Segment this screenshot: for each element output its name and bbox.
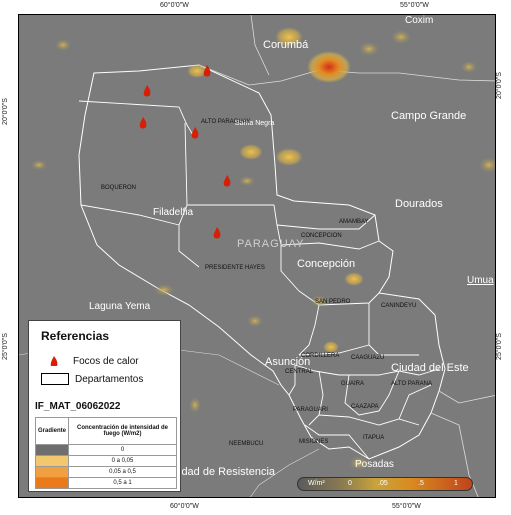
gradient-value: 0,5 a 1 [68, 477, 177, 489]
label-laguna-yema: Laguna Yema [89, 301, 151, 312]
label-filadelfia: Filadelfia [153, 207, 193, 218]
gradient-row: 0,05 a 0,5 [34, 466, 177, 478]
label-posadas: Posadas [355, 459, 394, 470]
gradient-swatch [34, 444, 70, 456]
gradient-row: 0 a 0,05 [34, 455, 177, 467]
label-dourados: Dourados [395, 198, 443, 210]
heat-layer [31, 27, 495, 470]
legend-row-departments: Departamentos [41, 373, 143, 385]
label-umuarama: Umua [467, 275, 494, 286]
label-paraguay: PARAGUAY [237, 238, 305, 250]
gradient-value: 0 a 0,05 [68, 455, 177, 467]
legend-box: Referencias Focos de calor Departamentos… [28, 320, 181, 492]
label-asuncion: Asunción [265, 356, 310, 368]
label-bahia-negra: Bahía Negra [235, 120, 274, 127]
gradient-swatch [34, 477, 70, 489]
intensity-colorbar: W/m² 0 .05 .5 1 [297, 477, 473, 491]
dept-cordillera: CORDILLERA [301, 353, 339, 359]
country-outline [78, 64, 446, 460]
dept-caazapa: CAAZAPA [351, 404, 379, 410]
dept-itapua: ITAPUA [363, 435, 384, 441]
gradient-value: 0,05 a 0,5 [68, 466, 177, 478]
coord-left-20s: 20°0'0"S [1, 98, 9, 125]
coord-bottom-60w: 60°0'0"W [170, 503, 199, 510]
dept-alto-paraguay: ALTO PARAGUAY [201, 119, 250, 125]
fire-icon [213, 227, 221, 239]
gradient-value: 0 [68, 444, 177, 456]
colorbar-unit: W/m² [308, 480, 325, 487]
label-coxim: Coxim [405, 15, 433, 26]
legend-code: IF_MAT_06062022 [35, 401, 121, 412]
fire-markers [139, 65, 231, 239]
dept-neembucu: NEEMBUCU [229, 441, 263, 447]
fire-icon [50, 356, 58, 366]
colorbar-tick-005: .05 [378, 480, 388, 487]
coord-right-25s: 25°0'0"S [495, 333, 503, 360]
coord-right-20s: 20°0'0"S [495, 72, 503, 99]
fire-icon [191, 127, 199, 139]
dept-central: CENTRAL [285, 369, 314, 375]
coord-bottom-55w: 55°0'0"W [392, 503, 421, 510]
gradient-table: Gradiente Concentración de intensidad de… [34, 417, 177, 489]
dept-amambay: AMAMBAY [339, 219, 369, 225]
fire-icon [203, 65, 211, 77]
dept-san-pedro: SAN PEDRO [315, 299, 351, 305]
label-resistencia: idad de Resistencia [179, 466, 276, 478]
legend-fire-label: Focos de calor [73, 355, 139, 367]
coord-top-55w: 55°0'0"W [400, 2, 429, 9]
legend-row-fire: Focos de calor [41, 355, 139, 367]
gradient-header: Gradiente [34, 417, 70, 445]
dept-caaguazu: CAAGUAZU [351, 355, 384, 361]
dept-boqueron: BOQUERON [101, 185, 136, 191]
dept-guaira: GUAIRA [341, 381, 364, 387]
coord-top-60w: 60°0'0"W [160, 2, 189, 9]
label-concepcion-city: Concepción [297, 258, 355, 270]
gradient-swatch [34, 455, 70, 467]
gradient-row: 0,5 a 1 [34, 477, 177, 489]
label-corumba: Corumbá [263, 39, 309, 51]
coord-left-25s: 25°0'0"S [1, 333, 9, 360]
gradient-swatch [34, 466, 70, 478]
colorbar-tick-0: 0 [348, 480, 352, 487]
intensity-header: Concentración de intensidad de fuego (W/… [68, 417, 177, 445]
colorbar-tick-05: .5 [418, 480, 424, 487]
dept-canindeyu: CANINDEYU [381, 303, 416, 309]
dept-paraguari: PARAGUARI [293, 407, 328, 413]
colorbar-tick-1: 1 [454, 480, 458, 487]
dept-alto-parana: ALTO PARANA [391, 381, 432, 387]
fire-icon [143, 85, 151, 97]
fire-icon [139, 117, 147, 129]
department-swatch [41, 373, 69, 385]
fire-icon [223, 175, 231, 187]
label-campo-grande: Campo Grande [391, 110, 466, 122]
dept-concepcion: CONCEPCION [301, 233, 342, 239]
label-ciudad-del-este: Ciudad del Este [391, 362, 469, 374]
map-canvas: Coxim Corumbá Campo Grande Dourados Fila… [19, 15, 495, 497]
legend-title: Referencias [41, 329, 110, 343]
legend-dept-label: Departamentos [75, 373, 144, 385]
gradient-row: 0 [34, 444, 177, 456]
dept-misiones: MISIONES [299, 439, 328, 445]
dept-presidente-hayes: PRESIDENTE HAYES [205, 265, 265, 271]
